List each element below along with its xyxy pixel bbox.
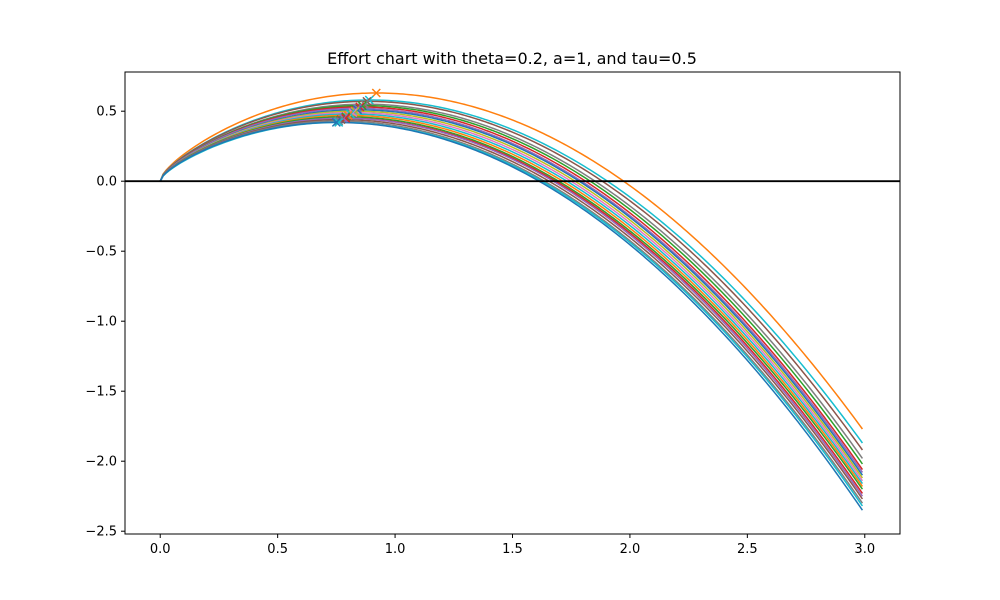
series-line <box>159 103 864 459</box>
series-line <box>159 104 864 465</box>
series-line <box>159 110 864 479</box>
series-line <box>159 114 864 487</box>
y-tick-label: 0.5 <box>96 105 117 120</box>
series-line <box>159 111 864 482</box>
y-tick-label: −1.5 <box>85 385 117 400</box>
x-tick-label: 2.5 <box>737 542 758 557</box>
series-line <box>159 92 864 430</box>
x-tick-label: 0.5 <box>267 542 288 557</box>
peak-marker <box>371 88 381 98</box>
x-tick-label: 1.0 <box>385 542 406 557</box>
series-line <box>159 113 864 485</box>
chart-title: Effort chart with theta=0.2, a=1, and ta… <box>327 49 697 68</box>
series-line <box>159 100 864 451</box>
series-line <box>159 120 864 504</box>
peak-marker <box>334 117 344 127</box>
series-line <box>159 109 864 476</box>
y-tick-label: −2.0 <box>85 455 117 470</box>
x-tick-label: 2.0 <box>620 542 641 557</box>
y-tick-label: 0.0 <box>96 175 117 190</box>
series-line <box>159 106 864 471</box>
x-axis: 0.0 0.5 1.0 1.5 2.0 2.5 3.0 <box>150 534 875 557</box>
y-axis: 0.5 0.0 −0.5 −1.0 −1.5 −2.0 −2.5 <box>85 105 125 540</box>
x-tick-label: 0.0 <box>150 542 171 557</box>
x-tick-label: 3.0 <box>854 542 875 557</box>
peak-marker <box>331 117 341 127</box>
y-tick-label: −0.5 <box>85 245 117 260</box>
x-tick-label: 1.5 <box>502 542 523 557</box>
series-layer <box>159 92 864 511</box>
marker-layer <box>331 88 381 127</box>
series-line <box>159 116 864 490</box>
series-line <box>159 117 864 494</box>
y-tick-label: −2.5 <box>85 525 117 540</box>
series-line <box>159 121 864 511</box>
series-line <box>159 99 864 444</box>
series-line <box>159 117 864 497</box>
series-line <box>159 118 864 500</box>
series-line <box>159 107 864 473</box>
y-tick-label: −1.0 <box>85 315 117 330</box>
